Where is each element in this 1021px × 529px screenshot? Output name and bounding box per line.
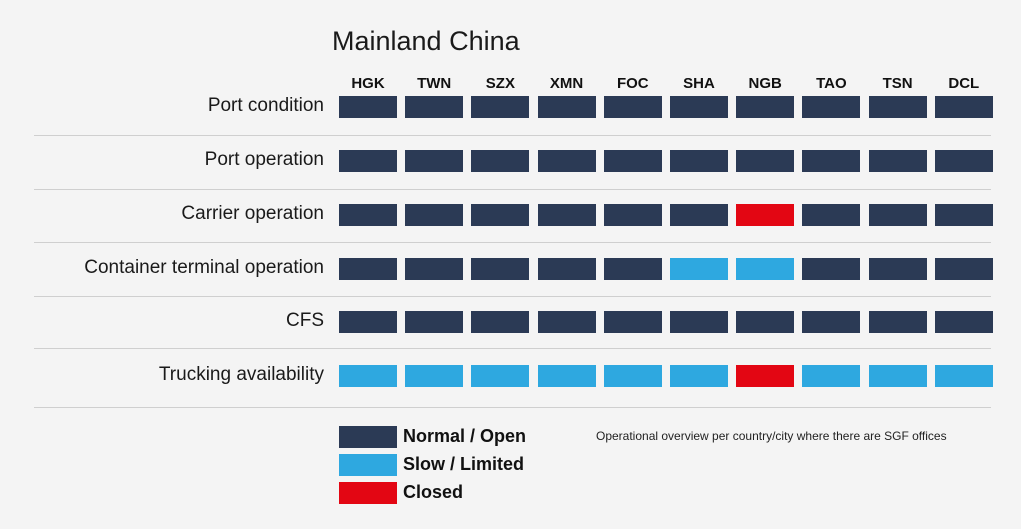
status-cell-slow	[934, 365, 993, 387]
status-cell-normal	[736, 150, 795, 172]
row-label: Carrier operation	[181, 203, 324, 224]
status-cell-normal	[537, 96, 596, 118]
row-divider	[34, 407, 991, 408]
legend-swatch-normal	[339, 426, 397, 448]
status-cell-normal	[471, 150, 530, 172]
row-label: Port condition	[207, 95, 324, 116]
column-header-ngb: NGB	[748, 75, 782, 92]
status-cell-normal	[471, 96, 530, 118]
status-cell-slow	[471, 365, 530, 387]
status-cell-slow	[603, 365, 662, 387]
row-label: Trucking availability	[158, 364, 324, 385]
column-header-foc: FOC	[616, 75, 649, 92]
status-cell-normal	[868, 204, 927, 226]
legend-swatch-closed	[339, 482, 397, 504]
row-label: Container terminal operation	[84, 257, 324, 278]
status-cell-closed	[736, 204, 795, 226]
row-label: CFS	[286, 310, 324, 331]
row-divider	[34, 348, 991, 349]
status-cell-normal	[537, 311, 596, 333]
status-cell-slow	[670, 365, 728, 387]
status-cell-normal	[603, 258, 662, 280]
status-cell-normal	[339, 96, 397, 118]
row-divider	[34, 242, 991, 243]
status-cell-slow	[802, 365, 861, 387]
status-cell-normal	[405, 311, 464, 333]
status-cell-normal	[934, 204, 993, 226]
status-cell-normal	[670, 96, 728, 118]
status-cell-normal	[802, 204, 861, 226]
status-cell-normal	[802, 96, 861, 118]
chart-title: Mainland China	[332, 26, 520, 56]
status-cell-normal	[537, 150, 596, 172]
status-cell-normal	[405, 204, 464, 226]
row-label: Port operation	[204, 149, 324, 170]
legend-label-closed: Closed	[403, 482, 464, 502]
status-cell-slow	[405, 365, 464, 387]
status-cell-slow	[339, 365, 397, 387]
status-cell-normal	[537, 204, 596, 226]
status-cell-normal	[868, 96, 927, 118]
status-cell-normal	[868, 311, 927, 333]
status-cell-normal	[405, 258, 464, 280]
status-cell-normal	[603, 204, 662, 226]
status-cell-normal	[339, 311, 397, 333]
column-header-szx: SZX	[485, 75, 515, 92]
status-cell-normal	[405, 150, 464, 172]
status-cell-normal	[868, 150, 927, 172]
status-cell-normal	[471, 204, 530, 226]
status-cell-normal	[537, 258, 596, 280]
status-cell-slow	[736, 258, 795, 280]
status-cell-normal	[471, 311, 530, 333]
column-header-hgk: HGK	[351, 75, 385, 92]
status-cell-normal	[802, 150, 861, 172]
status-cell-normal	[736, 96, 795, 118]
status-cell-normal	[471, 258, 530, 280]
status-cell-normal	[405, 96, 464, 118]
status-cell-normal	[670, 204, 728, 226]
column-header-twn: TWN	[417, 75, 452, 92]
column-header-sha: SHA	[683, 75, 715, 92]
status-cell-slow	[670, 258, 728, 280]
status-cell-normal	[868, 258, 927, 280]
status-cell-slow	[537, 365, 596, 387]
legend-label-slow: Slow / Limited	[403, 454, 525, 474]
status-cell-normal	[802, 258, 861, 280]
status-cell-normal	[802, 311, 861, 333]
status-cell-slow	[868, 365, 927, 387]
status-cell-normal	[934, 96, 993, 118]
column-header-xmn: XMN	[549, 75, 584, 92]
legend-swatch-slow	[339, 454, 397, 476]
row-divider	[34, 189, 991, 190]
status-cell-normal	[339, 258, 397, 280]
status-cell-closed	[736, 365, 795, 387]
legend-label-normal: Normal / Open	[403, 426, 527, 446]
status-cell-normal	[670, 311, 728, 333]
status-cell-normal	[670, 150, 728, 172]
column-header-dcl: DCL	[948, 75, 980, 92]
status-cell-normal	[736, 311, 795, 333]
row-divider	[34, 135, 991, 136]
status-cell-normal	[934, 311, 993, 333]
status-cell-normal	[934, 258, 993, 280]
status-cell-normal	[934, 150, 993, 172]
status-cell-normal	[603, 150, 662, 172]
status-cell-normal	[339, 150, 397, 172]
column-header-tsn: TSN	[882, 75, 913, 92]
column-header-tao: TAO	[816, 75, 847, 92]
status-cell-normal	[603, 96, 662, 118]
status-cell-normal	[603, 311, 662, 333]
row-divider	[34, 296, 991, 297]
footnote: Operational overview per country/city wh…	[596, 429, 947, 443]
status-cell-normal	[339, 204, 397, 226]
